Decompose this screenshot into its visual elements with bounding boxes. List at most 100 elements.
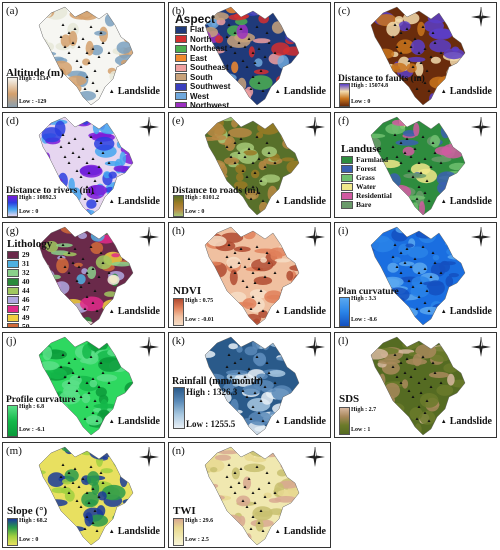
profile-curvature-high: High : 6.8 <box>19 404 45 410</box>
landslide-point <box>239 467 243 470</box>
landslide-point <box>273 491 277 494</box>
legend-label: Water <box>356 182 376 191</box>
roads-high: High : 8101.2 <box>185 195 220 201</box>
map-patch <box>237 77 247 92</box>
aspect-legend-rows: Flat North Northeast East Southeast South Sout… <box>175 25 230 107</box>
landslide-marker-icon: ▲ <box>274 198 281 205</box>
landslide-point <box>233 271 237 274</box>
map-patch <box>449 7 465 19</box>
landslide-point <box>93 399 97 402</box>
map-patch <box>449 162 465 171</box>
map-patch <box>108 171 117 179</box>
panel-distance-roads: (e) Distance to roads (m) High : 8101.2 … <box>168 112 331 218</box>
map-patch <box>402 130 417 137</box>
map-patch <box>248 447 273 458</box>
map-patch <box>219 514 242 526</box>
landslide-marker-icon: ▲ <box>440 198 447 205</box>
map-patch <box>215 454 231 461</box>
altitude-color-ramp <box>7 77 18 107</box>
landslide-point <box>73 27 77 30</box>
landslide-point <box>91 81 95 84</box>
map-patch <box>234 181 248 190</box>
landslide-point <box>263 275 267 278</box>
landslide-point <box>425 179 429 182</box>
map-patch <box>253 276 273 285</box>
map-patch <box>371 302 381 312</box>
panel-label: (m) <box>6 445 22 457</box>
landslide-point <box>433 151 437 154</box>
rivers-low: Low : 0 <box>19 209 39 215</box>
landslide-point <box>429 55 433 58</box>
lithology-legend: Lithology 29313240444647495052 <box>7 238 52 327</box>
map-patch <box>424 337 432 346</box>
landslide-point <box>93 509 97 512</box>
map-patch <box>238 515 246 527</box>
landslide-point <box>229 265 233 268</box>
map-patch <box>39 158 46 170</box>
landslide-point <box>419 61 423 64</box>
north-arrow-icon <box>139 447 159 467</box>
map-patch <box>258 13 269 24</box>
map-patch <box>85 415 103 426</box>
landslide-point <box>61 463 65 466</box>
landslide-point <box>411 395 415 398</box>
landslide-point <box>409 375 413 378</box>
faults-high: High : 15074.8 <box>351 83 389 89</box>
map-patch <box>446 66 465 82</box>
legend-swatch <box>341 200 353 209</box>
map-patch <box>56 86 66 91</box>
faults-map <box>370 6 466 106</box>
map-patch <box>257 120 281 135</box>
map-patch <box>228 14 247 21</box>
map-patch <box>60 34 71 48</box>
map-patch <box>47 368 67 380</box>
landslide-point <box>85 295 89 298</box>
landslide-point <box>391 365 395 368</box>
legend-item: 50 <box>7 322 52 327</box>
landslide-point <box>419 281 423 284</box>
map-patch <box>47 538 65 545</box>
landslide-marker-icon: ▲ <box>440 308 447 315</box>
map-patch <box>245 533 252 542</box>
landslide-point <box>423 81 427 84</box>
panel-slope: (m) Slope (°) High : 68.2 Low : 0 ▲ Lands… <box>2 442 165 548</box>
landslide-point <box>73 247 77 250</box>
landslide-point <box>71 261 75 264</box>
landslide-point <box>439 161 443 164</box>
map-patch <box>395 139 419 146</box>
map-patch <box>261 174 280 183</box>
legend-label: 29 <box>22 250 30 259</box>
map-patch <box>62 252 77 257</box>
landslide-point <box>99 361 103 364</box>
landslide-point <box>409 155 413 158</box>
landslide-point <box>423 301 427 304</box>
landslide-point <box>85 75 89 78</box>
landslide-point <box>239 137 243 140</box>
faults-title: Distance to faults (m) <box>338 74 425 84</box>
landslide-point <box>73 467 77 470</box>
faults-color-ramp <box>339 83 350 107</box>
legend-swatch <box>7 304 19 313</box>
landslide-point <box>251 515 255 518</box>
map-patch <box>244 346 258 356</box>
map-patch <box>222 304 244 317</box>
map-patch <box>124 403 133 411</box>
map-patch <box>100 468 113 474</box>
map-patch <box>381 309 398 318</box>
landslide-point <box>241 499 245 502</box>
landslide-point <box>253 391 257 394</box>
landslide-legend: ▲ Landslide <box>274 526 326 537</box>
landslide-point <box>411 65 415 68</box>
landslide-point <box>251 161 255 164</box>
map-patch <box>42 51 57 56</box>
map-patch <box>116 140 124 149</box>
landslide-point <box>419 171 423 174</box>
map-patch <box>258 160 267 171</box>
map-patch <box>271 385 293 401</box>
map-patch <box>267 337 290 348</box>
lithology-map <box>38 226 134 326</box>
landslide-point <box>71 481 75 484</box>
landslide-point <box>67 251 71 254</box>
landslide-point <box>273 381 277 384</box>
